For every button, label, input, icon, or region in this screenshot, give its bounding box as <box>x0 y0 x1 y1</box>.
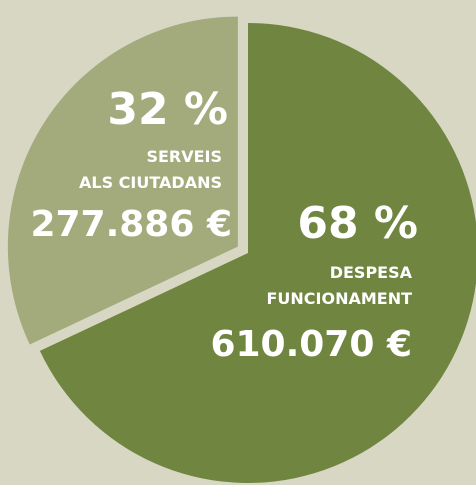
category-label: ALS CIUTADANS <box>79 173 222 192</box>
pie-slice <box>7 16 238 345</box>
category-label: FUNCIONAMENT <box>266 289 412 308</box>
amount-label: 277.886 € <box>30 204 232 245</box>
pie-slice <box>39 23 476 483</box>
amount-label: 610.070 € <box>210 324 412 365</box>
category-label: DESPESA <box>330 263 413 282</box>
category-label: SERVEIS <box>146 147 222 166</box>
percent-label: 32 % <box>107 84 228 135</box>
percent-label: 68 % <box>297 198 418 249</box>
